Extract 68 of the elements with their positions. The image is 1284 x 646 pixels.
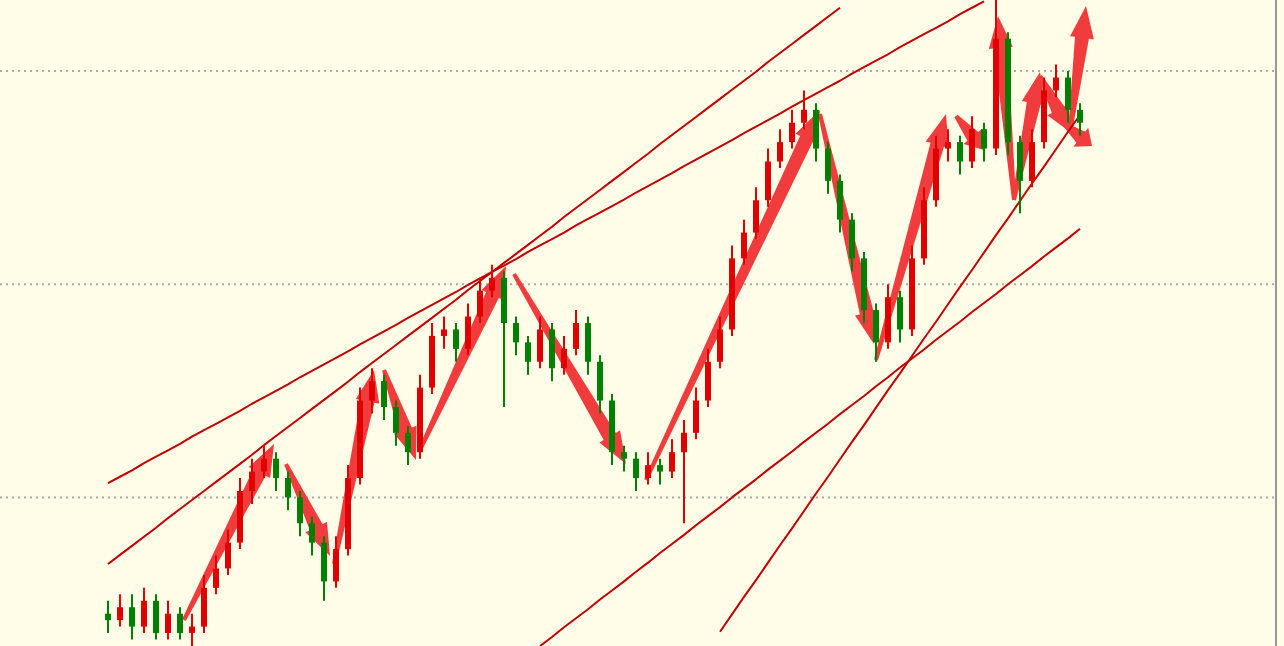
candlestick <box>381 373 387 421</box>
candlestick <box>213 554 219 596</box>
candlestick <box>441 315 447 350</box>
candlestick <box>261 444 267 480</box>
candlestick <box>549 322 555 383</box>
candlestick <box>249 457 255 505</box>
candlestick <box>525 334 531 376</box>
candlestick <box>945 128 951 163</box>
candlestick <box>621 444 627 473</box>
candlestick <box>309 515 315 557</box>
candlestick <box>369 367 375 415</box>
candlestick <box>453 322 459 363</box>
candlestick <box>501 270 507 408</box>
candlestick <box>141 586 147 635</box>
candlestick <box>597 354 603 415</box>
candlestick <box>897 289 903 344</box>
candlestick <box>321 535 327 602</box>
candlestick <box>885 283 891 350</box>
candlestick <box>645 451 651 486</box>
candlestick <box>201 573 207 635</box>
candlestick <box>465 302 471 357</box>
candlestick <box>705 347 711 408</box>
candlestick <box>117 593 123 628</box>
candlestick <box>489 263 495 299</box>
candlestick <box>657 457 663 486</box>
candlestick <box>765 147 771 208</box>
candlestick <box>1029 128 1035 189</box>
candlestick <box>777 128 783 169</box>
candlestick <box>1065 70 1071 124</box>
candlestick <box>561 334 567 376</box>
candlestick <box>717 315 723 370</box>
candlestick <box>273 451 279 492</box>
candlestick <box>825 141 831 195</box>
candlestick <box>969 115 975 169</box>
candlestick <box>333 535 339 589</box>
candlestick <box>573 309 579 357</box>
candlestick <box>741 218 747 266</box>
candlestick <box>849 212 855 273</box>
candlestick <box>165 599 171 641</box>
candlestick <box>981 121 987 163</box>
candlestick <box>513 315 519 357</box>
candlestick <box>1077 102 1083 137</box>
candlestick <box>669 438 675 480</box>
candlestick <box>1017 134 1023 215</box>
candlestick <box>393 399 399 447</box>
candlestick <box>153 593 159 641</box>
candlestick <box>405 425 411 467</box>
candlestick <box>297 489 303 538</box>
candlestick <box>789 108 795 150</box>
candlestick <box>957 134 963 176</box>
candlestick <box>177 606 183 641</box>
candlestick <box>285 470 291 512</box>
candlestick <box>753 186 759 241</box>
candlestick <box>813 102 819 163</box>
candlestick <box>681 418 687 525</box>
candlestick <box>801 89 807 131</box>
candlestick <box>189 612 195 646</box>
candlestick <box>105 599 111 635</box>
candlestick <box>633 451 639 492</box>
candlestick <box>225 528 231 576</box>
candlestick <box>585 315 591 376</box>
candlestick <box>1053 63 1059 98</box>
candlestick <box>693 386 699 441</box>
candlestick <box>129 593 135 641</box>
candlestick <box>837 173 843 234</box>
candlestick <box>537 315 543 370</box>
candlestick <box>873 302 879 363</box>
candlestick <box>477 276 483 324</box>
